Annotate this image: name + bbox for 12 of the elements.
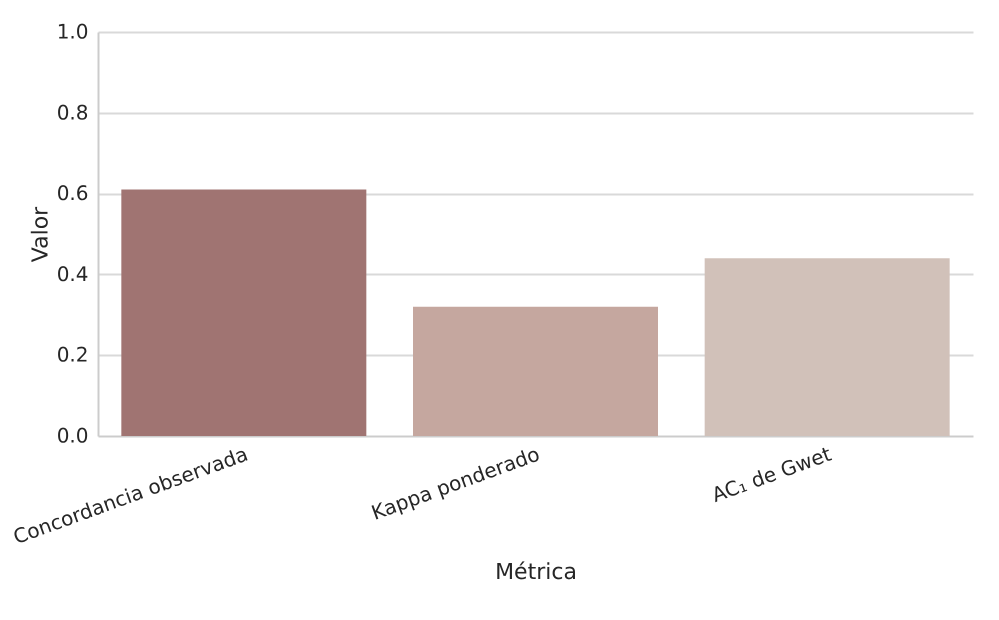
x-tick-label: AC₁ de Gwet — [708, 442, 834, 507]
bar — [704, 258, 950, 436]
bar — [413, 306, 658, 436]
y-tick-label: 0.0 — [56, 424, 88, 448]
y-tick-label: 0.6 — [56, 181, 88, 206]
y-tick-label: 1.0 — [56, 20, 88, 44]
bar — [121, 190, 366, 436]
y-tick-label: 0.8 — [56, 100, 88, 124]
y-axis-title: Valor — [28, 206, 54, 262]
x-axis-title: Métrica — [495, 560, 577, 586]
y-tick-label: 0.4 — [56, 262, 88, 286]
y-tick-label: 0.2 — [56, 342, 88, 367]
